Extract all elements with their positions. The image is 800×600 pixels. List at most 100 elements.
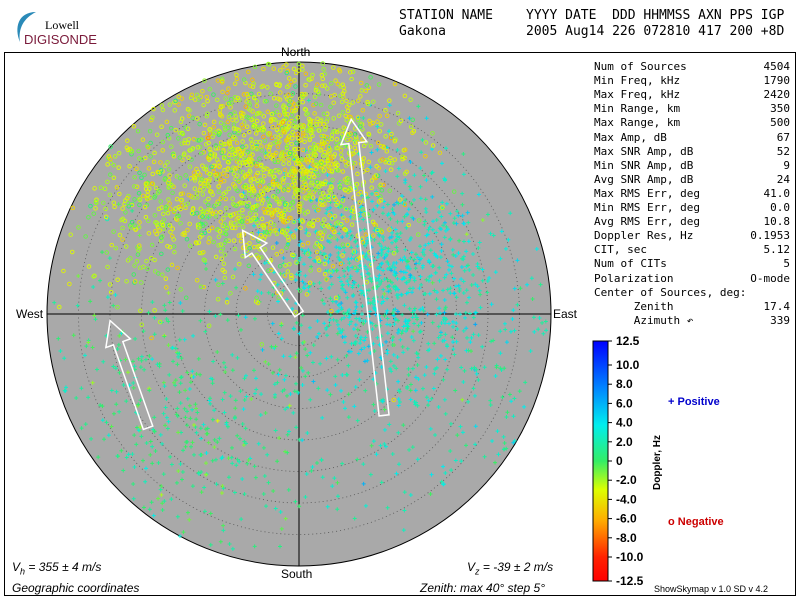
positive-point <box>449 271 454 276</box>
positive-point <box>156 496 161 501</box>
negative-point <box>254 118 260 124</box>
positive-point <box>276 372 281 377</box>
positive-point <box>79 426 84 431</box>
positive-point <box>335 507 340 512</box>
negative-point <box>192 176 198 181</box>
negative-point <box>384 113 390 118</box>
positive-point <box>405 259 410 264</box>
positive-point <box>414 400 419 405</box>
positive-point <box>403 247 408 252</box>
positive-point <box>337 326 342 331</box>
positive-point <box>259 272 264 277</box>
positive-point <box>383 245 388 250</box>
negative-point <box>270 179 276 184</box>
negative-point <box>136 224 142 230</box>
negative-point <box>198 184 204 190</box>
negative-point <box>245 204 250 209</box>
positive-point <box>353 341 358 346</box>
positive-point <box>370 199 375 204</box>
positive-point <box>242 376 247 381</box>
positive-point <box>346 415 351 420</box>
positive-point <box>385 202 390 207</box>
negative-point <box>131 272 136 277</box>
velocity-vectors <box>104 117 390 431</box>
negative-point <box>157 228 162 233</box>
positive-point <box>161 472 166 477</box>
negative-point <box>376 82 382 87</box>
negative-point <box>308 158 314 163</box>
positive-point <box>398 337 403 342</box>
positive-point <box>476 192 481 197</box>
positive-point <box>337 231 342 236</box>
positive-point <box>515 302 520 307</box>
positive-point <box>131 381 136 386</box>
positive-point <box>158 487 163 492</box>
negative-point <box>136 190 142 196</box>
negative-point <box>291 219 296 225</box>
negative-point <box>251 188 257 194</box>
positive-point <box>179 356 184 361</box>
negative-point <box>179 141 185 146</box>
positive-point <box>402 508 407 513</box>
positive-point <box>180 309 185 314</box>
positive-point <box>376 276 381 281</box>
positive-point <box>404 225 409 230</box>
positive-point <box>233 267 238 272</box>
negative-point <box>160 222 166 228</box>
negative-point <box>340 82 345 87</box>
negative-point <box>248 154 253 159</box>
positive-point <box>355 269 360 274</box>
positive-point <box>213 457 218 462</box>
negative-point <box>387 98 392 103</box>
positive-point <box>285 432 290 437</box>
positive-point <box>449 468 454 473</box>
positive-point <box>265 452 270 457</box>
positive-point <box>413 388 418 393</box>
negative-point <box>348 131 353 136</box>
negative-point <box>345 180 350 186</box>
positive-point <box>204 472 209 477</box>
velocity-arrow <box>339 117 390 417</box>
negative-point <box>238 169 243 174</box>
negative-point <box>327 168 332 174</box>
negative-point <box>221 216 226 221</box>
negative-point <box>197 172 203 178</box>
negative-point <box>247 168 253 173</box>
positive-point <box>441 464 446 469</box>
negative-point <box>398 118 404 124</box>
negative-point <box>198 180 203 186</box>
negative-point <box>204 94 210 100</box>
positive-point <box>100 250 105 255</box>
header-values: 2005 Aug14 226 072810 417 200 +8D <box>526 24 785 39</box>
positive-point <box>424 395 429 400</box>
negative-point <box>196 138 202 143</box>
north-label: North <box>281 45 311 59</box>
negative-point <box>282 202 288 207</box>
positive-point <box>252 544 257 549</box>
negative-point <box>276 123 281 129</box>
positive-point <box>466 348 471 353</box>
positive-point <box>379 244 384 249</box>
positive-point <box>342 315 347 320</box>
positive-point <box>409 201 414 206</box>
negative-point <box>321 141 326 146</box>
positive-point <box>349 256 354 261</box>
positive-point <box>63 389 68 394</box>
negative-point <box>270 194 276 199</box>
west-label: West <box>16 307 44 321</box>
negative-point <box>178 287 183 292</box>
positive-point <box>379 250 384 255</box>
positive-point <box>303 374 308 379</box>
positive-point <box>397 462 402 467</box>
positive-point <box>416 104 421 109</box>
negative-point <box>201 166 207 171</box>
stat-label: Min Range, km <box>594 102 681 116</box>
positive-point <box>300 313 305 318</box>
negative-point <box>236 131 241 136</box>
negative-point <box>292 78 297 83</box>
negative-point <box>202 181 207 186</box>
negative-point <box>234 140 240 146</box>
positive-point <box>464 443 469 448</box>
negative-point <box>240 170 246 175</box>
positive-point <box>261 445 266 450</box>
